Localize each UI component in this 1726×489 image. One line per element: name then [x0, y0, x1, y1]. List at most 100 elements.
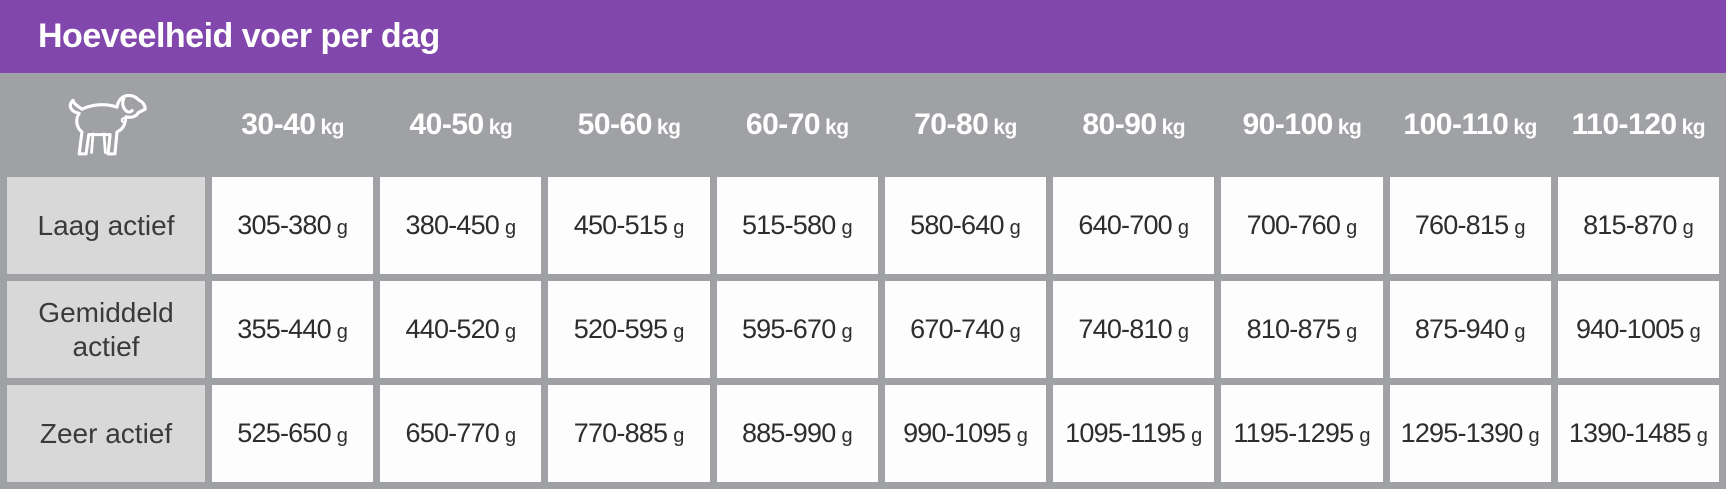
- portion-value: 815-870: [1583, 210, 1677, 240]
- weight-column-header: 110-120 kg: [1558, 80, 1719, 170]
- weight-column-header: 50-60 kg: [548, 80, 709, 170]
- dog-icon-cell: [7, 80, 205, 170]
- gram-unit: g: [673, 321, 685, 343]
- portion-value: 450-515: [573, 210, 668, 240]
- gram-unit: g: [841, 425, 853, 447]
- gram-unit: g: [1346, 321, 1358, 343]
- portion-cell: 580-640 g: [884, 177, 1047, 274]
- weight-unit: kg: [825, 116, 849, 139]
- portion-cell: 440-520 g: [380, 281, 542, 378]
- weight-range: 40-50: [409, 108, 484, 141]
- portion-value: 440-520: [405, 314, 500, 344]
- weight-column-header: 40-50 kg: [380, 80, 541, 170]
- portion-value: 885-990: [741, 418, 836, 448]
- portion-cell: 875-940 g: [1389, 281, 1551, 378]
- portion-cell: 640-700 g: [1053, 177, 1215, 274]
- weight-unit: kg: [1681, 116, 1706, 139]
- portion-cell: 1095-1195 g: [1053, 385, 1215, 482]
- feeding-table-area: 30-40 kg 40-50 kg 50-60 kg 60-70 kg 70-80 kg 80-90…: [0, 73, 1726, 489]
- weight-unit: kg: [656, 116, 681, 139]
- weight-range: 80-90: [1082, 108, 1157, 141]
- activity-row: Zeer actief 525-650 g 650-770 g 770-885 g 885-9…: [7, 385, 1719, 482]
- gram-unit: g: [673, 217, 685, 239]
- portion-cell: 380-450 g: [380, 177, 542, 274]
- weight-unit: kg: [320, 116, 344, 139]
- portion-value: 670-740: [910, 314, 1004, 344]
- weight-column-header: 70-80 kg: [885, 80, 1046, 170]
- portion-cell: 520-595 g: [548, 281, 710, 378]
- gram-unit: g: [336, 217, 348, 239]
- gram-unit: g: [1682, 217, 1694, 239]
- weight-unit: kg: [993, 116, 1017, 139]
- weight-range: 50-60: [577, 108, 653, 141]
- portion-cell: 700-760 g: [1221, 177, 1383, 274]
- portion-value: 380-450: [405, 210, 500, 240]
- gram-unit: g: [505, 217, 517, 239]
- portion-cell: 1295-1390 g: [1389, 385, 1551, 482]
- portion-cell: 770-885 g: [548, 385, 710, 482]
- portion-cell: 355-440 g: [212, 281, 374, 378]
- gram-unit: g: [1528, 425, 1540, 447]
- portion-value: 520-595: [573, 314, 668, 344]
- gram-unit: g: [1009, 321, 1021, 343]
- title-bar: Hoeveelheid voer per dag: [0, 0, 1726, 73]
- weight-unit: kg: [488, 116, 513, 139]
- activity-label: Gemiddeld actief: [7, 281, 205, 378]
- portion-cell: 990-1095 g: [884, 385, 1047, 482]
- weight-range: 70-80: [914, 108, 989, 141]
- portion-cell: 595-670 g: [716, 281, 878, 378]
- weight-range: 110-120: [1571, 108, 1677, 141]
- portion-cell: 450-515 g: [548, 177, 710, 274]
- portion-cell: 885-990 g: [716, 385, 878, 482]
- portion-cell: 815-870 g: [1557, 177, 1719, 274]
- portion-value: 305-380: [237, 210, 331, 240]
- portion-cell: 650-770 g: [380, 385, 542, 482]
- activity-label: Zeer actief: [7, 385, 205, 482]
- gram-unit: g: [1191, 425, 1203, 447]
- gram-unit: g: [505, 321, 517, 343]
- portion-value: 1390-1485: [1568, 418, 1692, 448]
- portion-value: 810-875: [1246, 314, 1341, 344]
- gram-unit: g: [1689, 321, 1701, 343]
- weight-unit: kg: [1337, 116, 1362, 139]
- gram-unit: g: [336, 321, 348, 343]
- feeding-table: 30-40 kg 40-50 kg 50-60 kg 60-70 kg 70-80 kg 80-90…: [0, 73, 1726, 489]
- gram-unit: g: [1359, 425, 1371, 447]
- portion-cell: 760-815 g: [1389, 177, 1551, 274]
- portion-value: 700-760: [1246, 210, 1341, 240]
- portion-cell: 810-875 g: [1221, 281, 1383, 378]
- weight-unit: kg: [1513, 116, 1537, 139]
- portion-value: 1095-1195: [1065, 418, 1186, 448]
- portion-cell: 670-740 g: [884, 281, 1047, 378]
- weight-range: 90-100: [1242, 108, 1333, 141]
- activity-label: Laag actief: [7, 177, 205, 274]
- portion-value: 740-810: [1078, 314, 1172, 344]
- portion-cell: 525-650 g: [212, 385, 374, 482]
- portion-cell: 305-380 g: [212, 177, 374, 274]
- gram-unit: g: [1177, 217, 1190, 239]
- gram-unit: g: [841, 217, 853, 239]
- portion-cell: 515-580 g: [716, 177, 878, 274]
- portion-value: 1295-1390: [1400, 418, 1524, 448]
- portion-value: 760-815: [1414, 210, 1509, 240]
- weight-column-header: 60-70 kg: [717, 80, 878, 170]
- portion-cell: 740-810 g: [1053, 281, 1215, 378]
- portion-value: 515-580: [741, 210, 836, 240]
- weight-column-header: 100-110 kg: [1390, 80, 1551, 170]
- portion-cell: 1390-1485 g: [1557, 385, 1719, 482]
- page-title: Hoeveelheid voer per dag: [38, 17, 440, 55]
- portion-value: 1195-1295: [1233, 418, 1354, 448]
- gram-unit: g: [1346, 217, 1358, 239]
- portion-value: 770-885: [573, 418, 668, 448]
- gram-unit: g: [673, 425, 685, 447]
- portion-cell: 1195-1295 g: [1221, 385, 1383, 482]
- weight-column-header: 30-40 kg: [212, 80, 373, 170]
- portion-value: 595-670: [741, 314, 836, 344]
- portion-cell: 940-1005 g: [1557, 281, 1719, 378]
- gram-unit: g: [1009, 217, 1021, 239]
- table-header-row: 30-40 kg 40-50 kg 50-60 kg 60-70 kg 70-80 kg 80-90…: [7, 80, 1719, 170]
- portion-value: 640-700: [1078, 210, 1172, 240]
- portion-value: 650-770: [405, 418, 500, 448]
- gram-unit: g: [1177, 321, 1190, 343]
